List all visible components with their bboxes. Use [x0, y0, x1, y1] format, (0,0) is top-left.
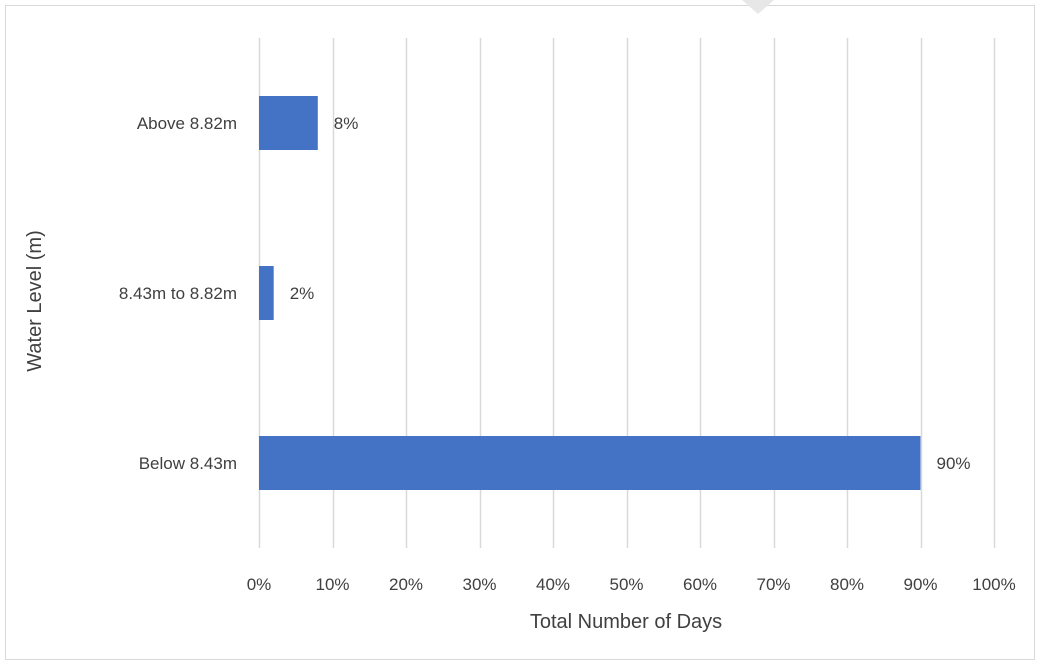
x-tick-label: 10%: [315, 575, 349, 594]
bars: [259, 96, 921, 490]
category-label: 8.43m to 8.82m: [119, 284, 237, 303]
x-tick-label: 50%: [609, 575, 643, 594]
bar: [259, 266, 274, 320]
x-axis-title: Total Number of Days: [530, 611, 722, 633]
y-axis-title: Water Level (m): [24, 230, 46, 372]
bar: [259, 436, 921, 490]
data-label: 2%: [290, 284, 315, 303]
x-tick-label: 60%: [683, 575, 717, 594]
x-tick-label: 20%: [389, 575, 423, 594]
x-tick-labels: 0% 10% 20% 30% 40% 50% 60% 70% 80% 90% 100%: [247, 575, 1016, 594]
category-label: Above 8.82m: [137, 114, 237, 133]
bar: [259, 96, 318, 150]
x-tick-label: 70%: [756, 575, 790, 594]
category-label: Below 8.43m: [139, 454, 237, 473]
x-tick-label: 0%: [247, 575, 272, 594]
category-labels: Above 8.82m 8.43m to 8.82m Below 8.43m: [119, 114, 237, 473]
x-tick-label: 40%: [536, 575, 570, 594]
data-labels: 8% 2% 90%: [290, 114, 971, 473]
x-tick-label: 80%: [830, 575, 864, 594]
x-tick-label: 90%: [903, 575, 937, 594]
top-corner-marker: [742, 0, 774, 14]
x-tick-label: 30%: [462, 575, 496, 594]
chart-frame: [5, 5, 1035, 660]
data-label: 90%: [937, 454, 971, 473]
x-tick-label: 100%: [972, 575, 1015, 594]
data-label: 8%: [334, 114, 359, 133]
